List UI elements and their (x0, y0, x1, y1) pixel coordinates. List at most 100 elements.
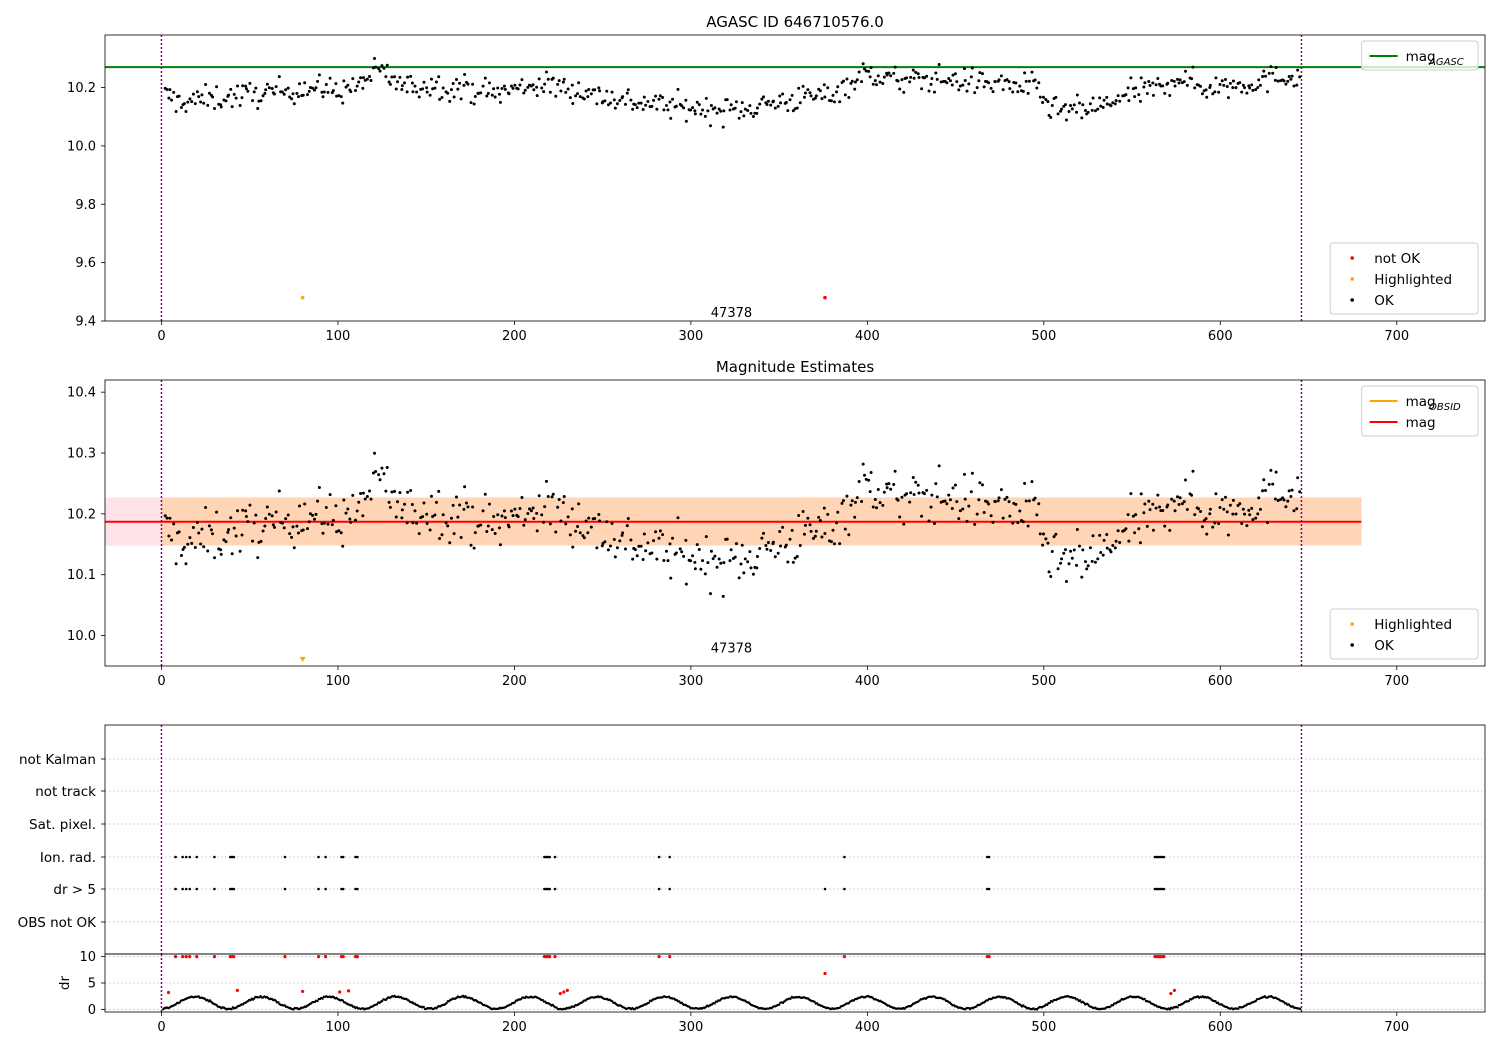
ok-point (317, 486, 321, 490)
ok-point (1018, 509, 1022, 513)
y-tick-label: 5 (88, 977, 96, 992)
ok-point (1024, 79, 1028, 83)
ok-point (713, 554, 717, 558)
dr-ok-point (1187, 999, 1191, 1003)
ok-point (945, 81, 949, 85)
ok-point (531, 506, 535, 510)
ok-point (241, 84, 245, 88)
ok-point (193, 102, 197, 106)
dr-ok-point (777, 1003, 781, 1006)
ok-point (871, 82, 875, 86)
ok-point (801, 510, 805, 514)
ok-point (377, 67, 381, 71)
ok-point (1228, 81, 1232, 85)
ok-point (179, 554, 183, 558)
ok-point (639, 544, 643, 548)
ok-point (200, 527, 204, 531)
dr-not-ok-point (166, 990, 171, 995)
ok-point (1080, 575, 1084, 579)
ok-point (422, 80, 426, 84)
ok-point (361, 76, 365, 80)
ok-point (413, 509, 417, 513)
ok-point (415, 521, 419, 525)
ok-point (400, 87, 404, 91)
ok-point (1274, 66, 1278, 70)
ok-point (320, 522, 324, 526)
flag-point (317, 855, 320, 859)
ok-point (1056, 567, 1060, 571)
ok-point (561, 80, 565, 84)
ok-point (1271, 71, 1275, 75)
ok-point (1147, 79, 1151, 83)
ok-point (1172, 499, 1176, 503)
ok-point (1238, 502, 1242, 506)
ok-point (808, 523, 812, 527)
ok-point (440, 533, 444, 537)
ok-point (997, 78, 1001, 82)
ok-point (652, 98, 656, 102)
dr-ok-point (321, 997, 324, 1000)
ok-point (1217, 522, 1221, 526)
ok-point (1223, 495, 1227, 499)
ok-point (1075, 110, 1079, 114)
ok-point (882, 490, 886, 494)
flag-point (184, 855, 188, 859)
ok-point (548, 522, 552, 526)
ok-point (589, 92, 593, 96)
ok-point (788, 98, 792, 102)
ok-point (405, 521, 409, 525)
ok-point (989, 86, 993, 90)
ok-point (368, 489, 372, 493)
ok-point (1026, 524, 1030, 528)
ok-point (1154, 506, 1158, 510)
flag-point (188, 887, 192, 891)
ok-point (605, 89, 609, 93)
ok-point (234, 534, 238, 538)
ok-point (758, 102, 762, 106)
dr-not-ok-point (1162, 955, 1166, 959)
ok-point (955, 500, 959, 504)
ok-point (1156, 493, 1160, 497)
ok-point (876, 487, 880, 491)
ok-point (615, 546, 619, 550)
ok-point (633, 548, 637, 552)
ok-point (682, 106, 686, 110)
x-tick-label: 200 (502, 1020, 527, 1035)
ok-point (195, 521, 199, 525)
ok-point (867, 69, 871, 73)
ok-point (1202, 519, 1206, 523)
ok-point (1081, 548, 1085, 552)
ok-point (1168, 528, 1172, 532)
flag-point (324, 855, 327, 859)
ok-point (914, 480, 918, 484)
ok-point (684, 582, 688, 586)
ok-point (1138, 541, 1142, 545)
ok-point (721, 125, 725, 129)
ok-point (1131, 514, 1135, 518)
axes-frame (104, 34, 1486, 322)
ok-point (773, 555, 777, 559)
ok-point (200, 93, 204, 97)
ok-point (911, 68, 915, 72)
ok-point (526, 85, 530, 89)
y-tick-label: 10 (79, 950, 96, 965)
ok-point (1118, 540, 1122, 544)
ok-point (466, 82, 470, 86)
ok-point (464, 501, 468, 505)
ok-point (322, 521, 326, 525)
ok-point (864, 69, 868, 73)
ok-point (1047, 570, 1051, 574)
ok-point (1287, 489, 1291, 493)
ok-point (900, 495, 904, 499)
ok-point (1274, 470, 1278, 474)
ok-point (953, 483, 957, 487)
dr-ok-point (789, 997, 792, 1000)
ok-point (1016, 521, 1020, 525)
ok-point (887, 482, 891, 486)
flag-point (668, 855, 672, 859)
ok-point (876, 74, 880, 78)
ok-point (641, 558, 645, 562)
ok-point (172, 90, 176, 94)
ok-point (1096, 557, 1100, 561)
ok-point (937, 464, 941, 468)
